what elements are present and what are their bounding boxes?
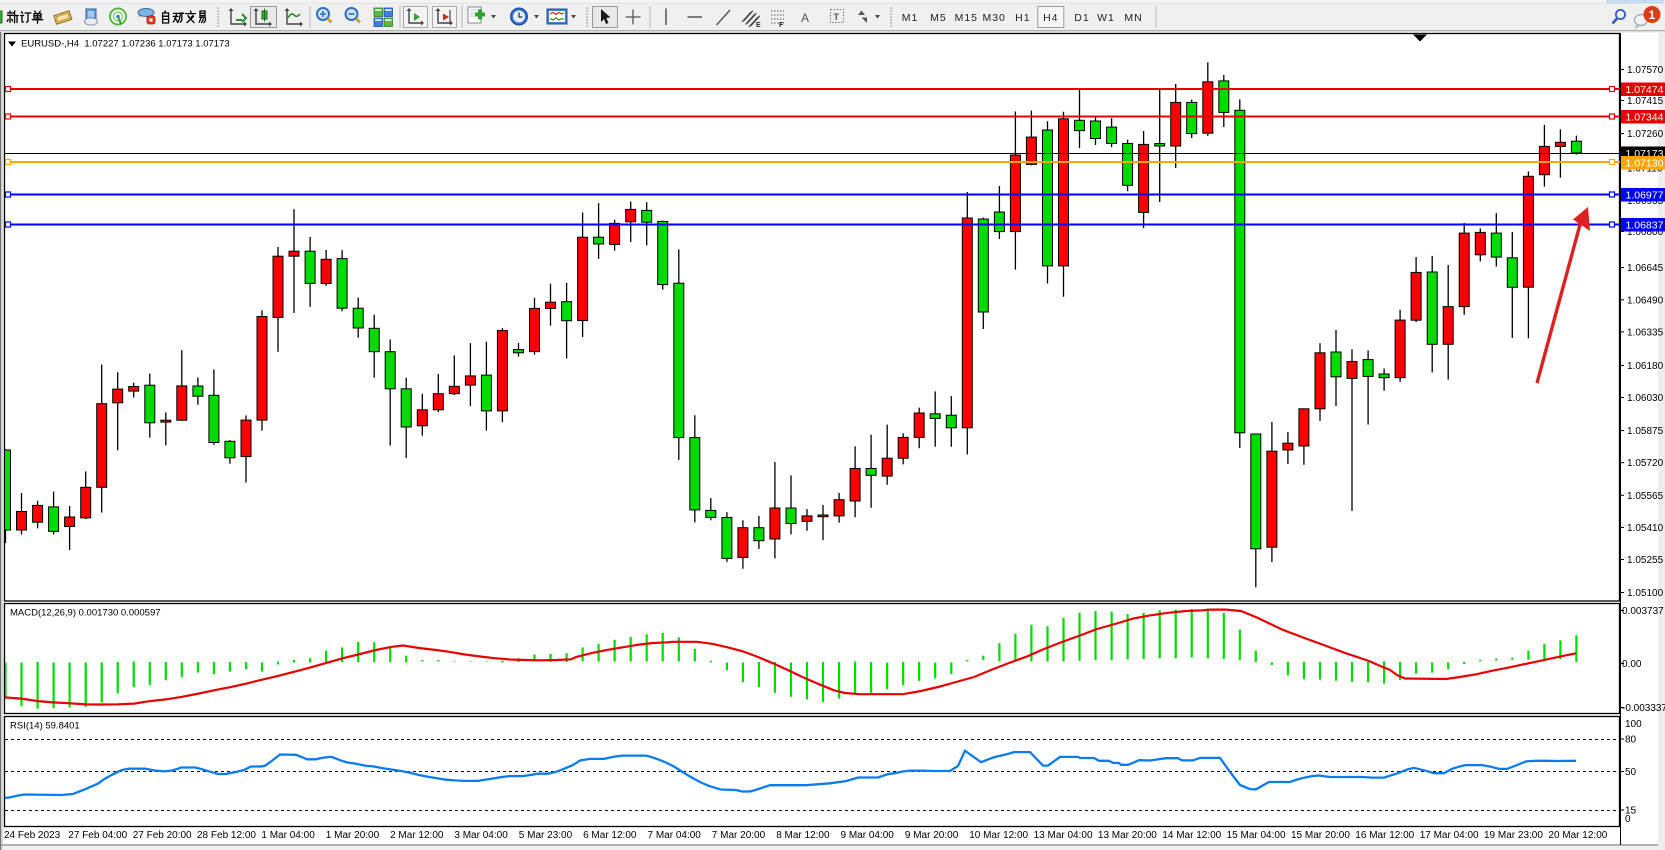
svg-text:1.07415: 1.07415 xyxy=(1627,96,1664,107)
svg-text:3 Mar 04:00: 3 Mar 04:00 xyxy=(454,830,508,841)
svg-text:15 Mar 04:00: 15 Mar 04:00 xyxy=(1227,830,1286,841)
svg-text:50: 50 xyxy=(1625,767,1637,778)
svg-text:16 Mar 12:00: 16 Mar 12:00 xyxy=(1355,830,1414,841)
svg-text:100: 100 xyxy=(1625,719,1642,730)
svg-text:0.00: 0.00 xyxy=(1622,659,1642,670)
svg-text:1.07474: 1.07474 xyxy=(1626,84,1664,96)
svg-text:F: F xyxy=(779,22,784,29)
svg-text:13 Mar 04:00: 13 Mar 04:00 xyxy=(1034,830,1093,841)
svg-text:15 Mar 20:00: 15 Mar 20:00 xyxy=(1291,830,1350,841)
svg-text:1.05565: 1.05565 xyxy=(1627,491,1664,502)
svg-text:0: 0 xyxy=(1625,814,1631,825)
svg-text:MN: MN xyxy=(1124,12,1142,24)
svg-text:1.06490: 1.06490 xyxy=(1627,295,1664,306)
svg-text:14 Mar 12:00: 14 Mar 12:00 xyxy=(1162,830,1221,841)
svg-text:10 Mar 12:00: 10 Mar 12:00 xyxy=(969,830,1028,841)
svg-text:6 Mar 12:00: 6 Mar 12:00 xyxy=(583,830,637,841)
svg-text:28 Feb 12:00: 28 Feb 12:00 xyxy=(197,830,256,841)
svg-text:0.003737: 0.003737 xyxy=(1622,606,1664,617)
svg-text:1.06180: 1.06180 xyxy=(1627,361,1664,372)
svg-text:1 Mar 20:00: 1 Mar 20:00 xyxy=(326,830,380,841)
svg-text:1.06837: 1.06837 xyxy=(1626,219,1664,231)
svg-text:1.05255: 1.05255 xyxy=(1627,555,1664,566)
svg-text:19 Mar 23:00: 19 Mar 23:00 xyxy=(1484,830,1543,841)
svg-text:15: 15 xyxy=(1625,806,1637,817)
svg-text:1.05100: 1.05100 xyxy=(1627,588,1664,599)
svg-text:RSI(14) 59.8401: RSI(14) 59.8401 xyxy=(10,721,80,732)
svg-text:9 Mar 04:00: 9 Mar 04:00 xyxy=(841,830,895,841)
svg-text:1: 1 xyxy=(1649,8,1656,22)
svg-text:20 Mar 12:00: 20 Mar 12:00 xyxy=(1548,830,1607,841)
svg-text:T: T xyxy=(834,12,840,22)
svg-text:80: 80 xyxy=(1625,735,1637,746)
svg-text:24 Feb 2023: 24 Feb 2023 xyxy=(4,830,61,841)
svg-text:7 Mar 04:00: 7 Mar 04:00 xyxy=(648,830,702,841)
svg-text:27 Feb 04:00: 27 Feb 04:00 xyxy=(68,830,127,841)
svg-text:1.06955: 1.06955 xyxy=(1627,196,1664,207)
svg-text:M5: M5 xyxy=(930,12,947,24)
svg-text:1.05875: 1.05875 xyxy=(1627,426,1664,437)
svg-text:1.07130: 1.07130 xyxy=(1626,157,1664,169)
svg-text:W1: W1 xyxy=(1097,12,1115,24)
svg-text:7 Mar 20:00: 7 Mar 20:00 xyxy=(712,830,766,841)
svg-text:1.07344: 1.07344 xyxy=(1626,111,1664,123)
svg-text:1.07260: 1.07260 xyxy=(1627,129,1664,140)
svg-text:EURUSD-,H4 1.07227 1.07236 1.: EURUSD-,H4 1.07227 1.07236 1.07173 1.071… xyxy=(21,39,230,50)
svg-text:1.06335: 1.06335 xyxy=(1627,327,1664,338)
svg-text:8 Mar 12:00: 8 Mar 12:00 xyxy=(776,830,830,841)
svg-text:D1: D1 xyxy=(1074,12,1089,24)
svg-text:1.05720: 1.05720 xyxy=(1627,458,1664,469)
svg-text:MACD(12,26,9) 0.001730 0.00059: MACD(12,26,9) 0.001730 0.000597 xyxy=(10,608,161,619)
svg-text:M15: M15 xyxy=(955,12,978,24)
svg-text:1 Mar 04:00: 1 Mar 04:00 xyxy=(261,830,315,841)
svg-text:1.06800: 1.06800 xyxy=(1627,227,1664,238)
svg-text:A: A xyxy=(801,11,809,25)
svg-text:27 Feb 20:00: 27 Feb 20:00 xyxy=(133,830,192,841)
svg-text:1.05410: 1.05410 xyxy=(1627,523,1664,534)
svg-text:H1: H1 xyxy=(1015,12,1030,24)
svg-text:E: E xyxy=(756,22,761,29)
svg-text:1.06645: 1.06645 xyxy=(1627,263,1664,274)
svg-text:17 Mar 04:00: 17 Mar 04:00 xyxy=(1420,830,1479,841)
svg-text:M1: M1 xyxy=(902,12,919,24)
svg-text:1.07570: 1.07570 xyxy=(1627,65,1664,76)
svg-text:13 Mar 20:00: 13 Mar 20:00 xyxy=(1098,830,1157,841)
svg-text:1.06030: 1.06030 xyxy=(1627,393,1664,404)
svg-text:-0.003337: -0.003337 xyxy=(1622,703,1665,714)
svg-text:M30: M30 xyxy=(982,12,1005,24)
svg-text:1.06977: 1.06977 xyxy=(1626,189,1664,201)
svg-text:H4: H4 xyxy=(1043,12,1058,24)
svg-text:5 Mar 23:00: 5 Mar 23:00 xyxy=(519,830,573,841)
svg-text:9 Mar 20:00: 9 Mar 20:00 xyxy=(905,830,959,841)
svg-text:2 Mar 12:00: 2 Mar 12:00 xyxy=(390,830,444,841)
